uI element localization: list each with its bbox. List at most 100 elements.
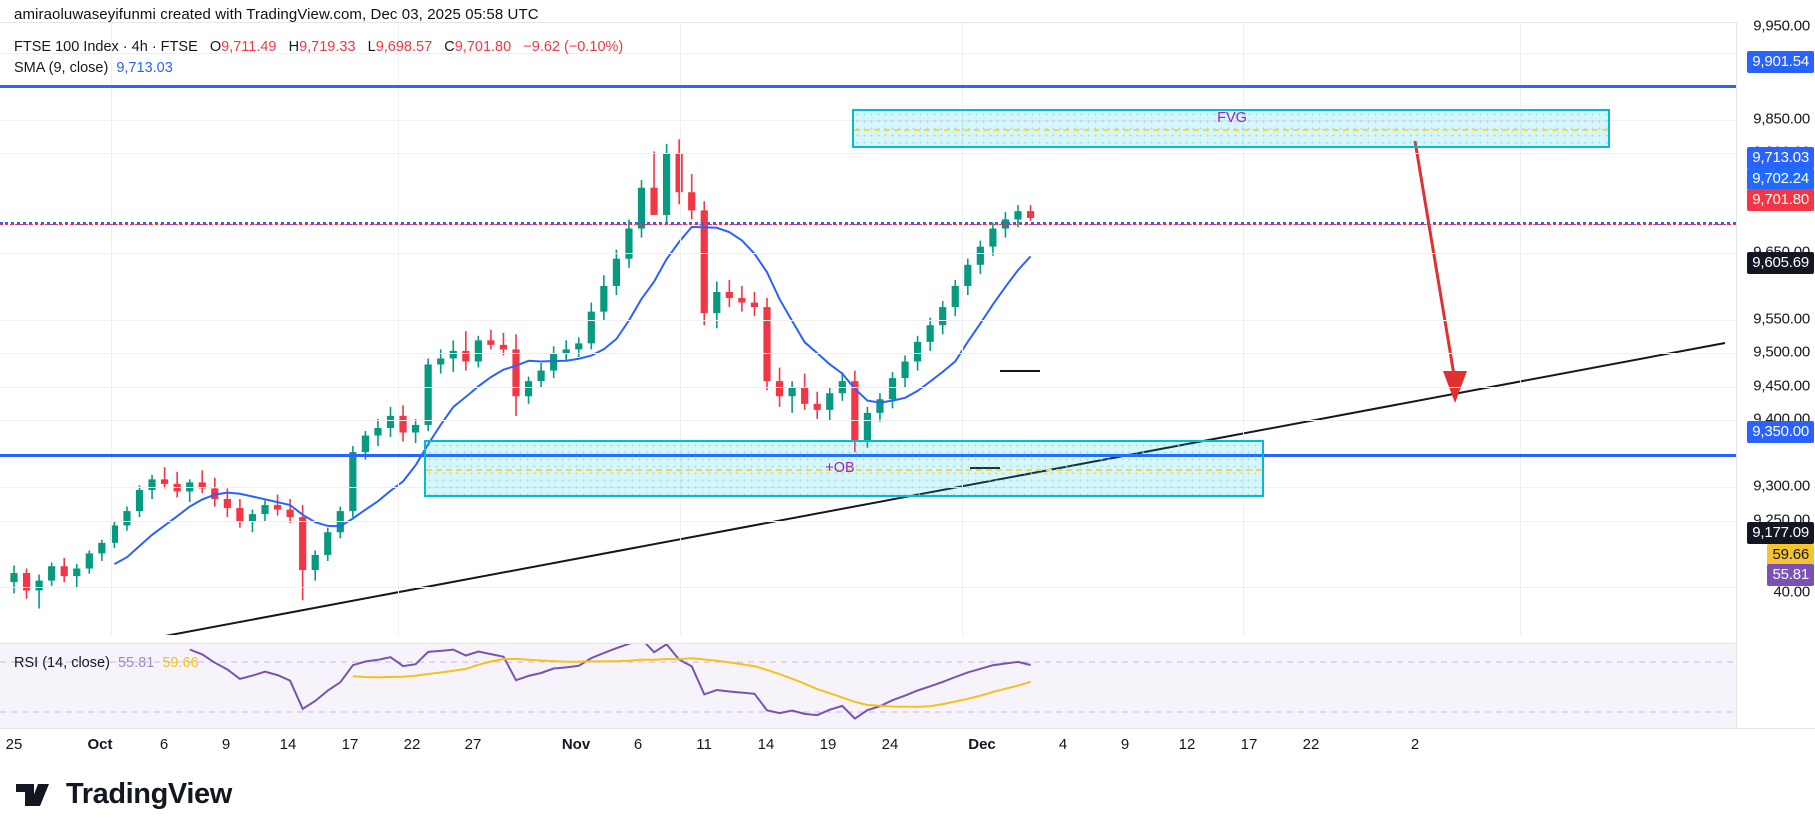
gridline-v bbox=[962, 23, 963, 635]
time-scale[interactable]: 25 Oct 6 9 14 17 22 27 Nov 6 11 14 19 24 Dec 4 9 12 17 22 2 bbox=[0, 728, 1815, 765]
candle-body bbox=[135, 489, 144, 512]
rsi-value-tag[interactable]: 55.81 bbox=[1767, 564, 1814, 586]
time-tick: 2 bbox=[1410, 736, 1420, 753]
time-tick: 14 bbox=[757, 736, 775, 753]
rsi-series[interactable] bbox=[0, 644, 1736, 730]
time-tick: 6 bbox=[633, 736, 643, 753]
candle-body bbox=[462, 350, 470, 362]
support-line-9702[interactable] bbox=[0, 222, 1736, 225]
resistance-line-9901[interactable] bbox=[0, 85, 1736, 88]
candle-body bbox=[98, 542, 106, 554]
candle-body bbox=[888, 378, 897, 400]
candle-body bbox=[85, 553, 93, 569]
projection-arrow[interactable] bbox=[1413, 140, 1467, 403]
candle-body bbox=[474, 340, 482, 362]
level-tag-9350[interactable]: 9,350.00 bbox=[1747, 421, 1814, 443]
legend-rsi-title: RSI (14, close) bbox=[14, 655, 110, 671]
chart-legend-rsi: RSI (14, close) 55.81 59.66 bbox=[14, 655, 199, 671]
candle-body bbox=[738, 298, 746, 303]
candle-body bbox=[499, 344, 508, 350]
candle-body bbox=[386, 415, 395, 428]
candle-body bbox=[537, 370, 545, 382]
candle-body bbox=[989, 228, 997, 247]
candle-body bbox=[349, 452, 357, 512]
support-level-tag[interactable]: 9,702.24 bbox=[1747, 168, 1814, 190]
time-tick: 24 bbox=[881, 736, 899, 753]
candle-body bbox=[198, 482, 206, 489]
candle-body bbox=[437, 358, 445, 365]
chart-area[interactable]: FTSE 100 Index · 4h · FTSE O9,711.49 H9,… bbox=[0, 22, 1736, 730]
candle-body bbox=[725, 291, 733, 299]
candle-body bbox=[901, 361, 909, 379]
price-tick: 9,850.00 bbox=[1753, 110, 1810, 128]
legend-open-label: O bbox=[209, 39, 222, 55]
candle-body bbox=[1014, 211, 1022, 220]
candle-body bbox=[650, 187, 658, 215]
gridline-h bbox=[0, 153, 1736, 154]
time-tick: 9 bbox=[1120, 736, 1130, 753]
candle-body bbox=[248, 514, 257, 522]
price-tick: 9,500.00 bbox=[1753, 343, 1810, 361]
attribution-text: amiraoluwaseyifunmi created with Trading… bbox=[14, 6, 539, 23]
time-tick: 12 bbox=[1178, 736, 1196, 753]
candle-body bbox=[976, 246, 984, 265]
candle-body bbox=[562, 349, 570, 354]
legend-close-label: C bbox=[444, 39, 455, 55]
time-tick: 11 bbox=[696, 736, 712, 753]
candle-body bbox=[926, 325, 934, 342]
candle-body bbox=[637, 187, 646, 229]
candle-body bbox=[939, 307, 947, 326]
rsi-pane[interactable]: RSI (14, close) 55.81 59.66 bbox=[0, 643, 1736, 730]
candle-body bbox=[550, 353, 558, 371]
legend-low-label: L bbox=[367, 39, 376, 55]
time-tick: Oct bbox=[87, 736, 113, 753]
price-scale[interactable]: 9,950.00 9,850.00 9,800.00 9,650.00 9,55… bbox=[1736, 18, 1815, 728]
candle-body bbox=[675, 152, 683, 193]
last-price-line[interactable] bbox=[0, 224, 1736, 225]
candle-body bbox=[311, 554, 319, 571]
last-price-tag[interactable]: 9,701.80 bbox=[1747, 189, 1814, 211]
rsi-signal-line bbox=[352, 657, 1031, 708]
candle-body bbox=[964, 264, 972, 286]
rsi-line bbox=[189, 644, 1031, 720]
candle-body bbox=[110, 525, 118, 543]
legend-sma-title: SMA (9, close) bbox=[14, 60, 109, 76]
gridline-h bbox=[0, 353, 1736, 354]
price-pane[interactable]: FTSE 100 Index · 4h · FTSE O9,711.49 H9,… bbox=[0, 23, 1736, 635]
candle-body bbox=[35, 580, 43, 591]
zone-midline bbox=[854, 128, 1608, 131]
candle-body bbox=[261, 505, 269, 515]
sma-value-tag[interactable]: 9,713.03 bbox=[1747, 147, 1814, 169]
candle-body bbox=[688, 192, 696, 211]
candle-body bbox=[73, 568, 81, 577]
footer: TradingView bbox=[0, 764, 1815, 834]
candle-body bbox=[374, 427, 382, 436]
high-marker-tag[interactable]: 9,605.69 bbox=[1747, 252, 1814, 274]
resistance-level-tag[interactable]: 9,901.54 bbox=[1747, 51, 1814, 73]
chart-legend-sma: SMA (9, close) 9,713.03 bbox=[14, 60, 173, 76]
candle-body bbox=[399, 415, 407, 433]
zone-midline bbox=[426, 468, 1262, 471]
trendline[interactable] bbox=[48, 342, 1726, 635]
chart-legend-ohlc: FTSE 100 Index · 4h · FTSE O9,711.49 H9,… bbox=[14, 39, 623, 55]
price-tick: 9,950.00 bbox=[1753, 17, 1810, 35]
candle-body bbox=[1026, 211, 1035, 218]
candle-body bbox=[826, 393, 834, 410]
rsi-upper-tag[interactable]: 59.66 bbox=[1767, 544, 1814, 566]
candle-body bbox=[600, 285, 608, 312]
time-tick: Dec bbox=[968, 736, 996, 753]
fvg-zone[interactable] bbox=[852, 109, 1610, 148]
price-tick: 9,300.00 bbox=[1753, 477, 1810, 495]
gridline-h bbox=[0, 587, 1736, 588]
legend-sma-value: 9,713.03 bbox=[116, 60, 173, 76]
time-tick: 22 bbox=[1302, 736, 1320, 753]
gridline-v bbox=[398, 23, 399, 635]
candle-body bbox=[788, 387, 796, 397]
candle-body bbox=[161, 479, 169, 484]
ob-zone[interactable] bbox=[424, 440, 1264, 497]
low-marker-tag[interactable]: 9,177.09 bbox=[1747, 522, 1814, 544]
sma-line bbox=[113, 225, 1032, 565]
gridline-v bbox=[1243, 23, 1244, 635]
candle-body bbox=[48, 566, 56, 581]
gridline-h bbox=[0, 387, 1736, 388]
